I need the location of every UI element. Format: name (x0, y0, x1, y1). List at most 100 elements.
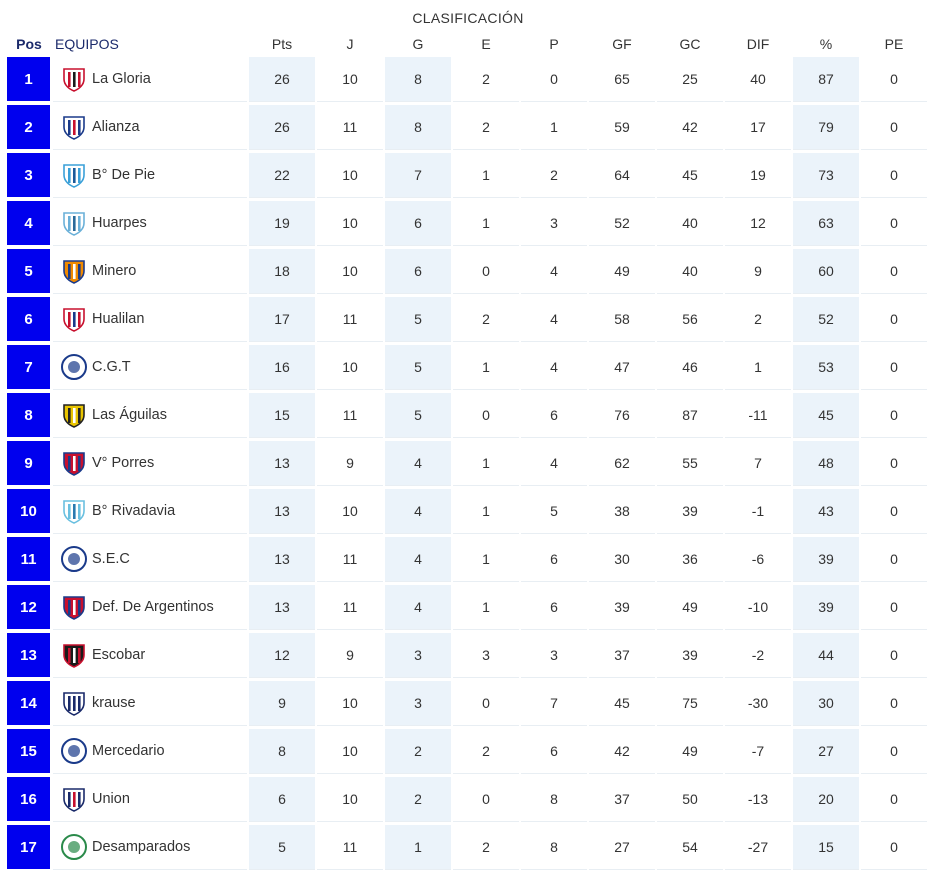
stat-pe: 0 (861, 297, 927, 342)
stat-dif: -11 (725, 393, 791, 438)
team-cell[interactable]: V° Porres (53, 441, 247, 486)
table-row[interactable]: 12 Def. De Argentinos 13 11 4 1 6 39 49 -10 39 0 (0, 585, 936, 630)
stat-gc: 45 (657, 153, 723, 198)
stat-g: 4 (385, 585, 451, 630)
team-cell[interactable]: Escobar (53, 633, 247, 678)
table-row[interactable]: 17 Desamparados 5 11 1 2 8 27 54 -27 15 0 (0, 825, 936, 870)
team-name[interactable]: V° Porres (92, 455, 155, 471)
table-row[interactable]: 3 B° De Pie 22 10 7 1 2 64 45 19 73 0 (0, 153, 936, 198)
stat-p: 1 (521, 105, 587, 150)
team-cell[interactable]: Huarpes (53, 201, 247, 246)
stat-pts: 13 (249, 489, 315, 534)
header-col-g[interactable]: G (412, 36, 424, 52)
header-col-dif[interactable]: DIF (746, 36, 770, 52)
team-name[interactable]: La Gloria (92, 71, 151, 87)
table-row[interactable]: 11 S.E.C 13 11 4 1 6 30 36 -6 39 0 (0, 537, 936, 582)
header-col-gc[interactable]: GC (679, 36, 701, 52)
stat-dif: -13 (725, 777, 791, 822)
team-name[interactable]: Alianza (92, 119, 140, 135)
header-col-j[interactable]: J (346, 36, 354, 52)
table-row[interactable]: 4 Huarpes 19 10 6 1 3 52 40 12 63 0 (0, 201, 936, 246)
team-name[interactable]: C.G.T (92, 359, 131, 375)
team-cell[interactable]: La Gloria (53, 57, 247, 102)
header-col-p[interactable]: P (549, 36, 559, 52)
team-name[interactable]: Mercedario (92, 743, 165, 759)
header-equipos[interactable]: EQUIPOS (55, 36, 119, 52)
team-cell[interactable]: C.G.T (53, 345, 247, 390)
huarpes-crest-icon (61, 210, 87, 236)
header-col-pct[interactable]: % (819, 36, 833, 52)
team-name[interactable]: Minero (92, 263, 137, 279)
team-cell[interactable]: Desamparados (53, 825, 247, 870)
team-name[interactable]: Desamparados (92, 839, 191, 855)
table-row[interactable]: 7 C.G.T 16 10 5 1 4 47 46 1 53 0 (0, 345, 936, 390)
position-badge: 17 (7, 825, 50, 869)
team-cell[interactable]: S.E.C (53, 537, 247, 582)
stat-pts: 12 (249, 633, 315, 678)
position-badge: 14 (7, 681, 50, 725)
stat-p: 5 (521, 489, 587, 534)
team-cell[interactable]: Alianza (53, 105, 247, 150)
table-row[interactable]: 9 V° Porres 13 9 4 1 4 62 55 7 48 0 (0, 441, 936, 486)
team-cell[interactable]: B° Rivadavia (53, 489, 247, 534)
table-row[interactable]: 13 Escobar 12 9 3 3 3 37 39 -2 44 0 (0, 633, 936, 678)
stat-gf: 27 (589, 825, 655, 870)
team-cell[interactable]: Def. De Argentinos (53, 585, 247, 630)
team-name[interactable]: Union (92, 791, 130, 807)
team-cell[interactable]: Hualilan (53, 297, 247, 342)
stat-dif: -30 (725, 681, 791, 726)
stat-pe: 0 (861, 153, 927, 198)
stat-g: 3 (385, 633, 451, 678)
table-row[interactable]: 14 krause 9 10 3 0 7 45 75 -30 30 0 (0, 681, 936, 726)
stat-gf: 47 (589, 345, 655, 390)
stat-p: 4 (521, 345, 587, 390)
position-badge: 10 (7, 489, 50, 533)
header-pos[interactable]: Pos (16, 36, 42, 52)
barrio-de-pie-crest-icon (61, 162, 87, 188)
team-name[interactable]: Huarpes (92, 215, 147, 231)
stat-e: 1 (453, 441, 519, 486)
table-row[interactable]: 10 B° Rivadavia 13 10 4 1 5 38 39 -1 43 0 (0, 489, 936, 534)
stat-pct: 73 (793, 153, 859, 198)
stat-pe: 0 (861, 777, 927, 822)
stat-j: 10 (317, 345, 383, 390)
team-name[interactable]: S.E.C (92, 551, 130, 567)
table-row[interactable]: 5 Minero 18 10 6 0 4 49 40 9 60 0 (0, 249, 936, 294)
team-name[interactable]: Hualilan (92, 311, 145, 327)
team-cell[interactable]: B° De Pie (53, 153, 247, 198)
team-cell[interactable]: Mercedario (53, 729, 247, 774)
header-col-gf[interactable]: GF (612, 36, 632, 52)
stat-pct: 27 (793, 729, 859, 774)
team-name[interactable]: Escobar (92, 647, 146, 663)
table-row[interactable]: 1 La Gloria 26 10 8 2 0 65 25 40 87 0 (0, 57, 936, 102)
position-badge: 5 (7, 249, 50, 293)
team-cell[interactable]: Union (53, 777, 247, 822)
table-row[interactable]: 8 Las Águilas 15 11 5 0 6 76 87 -11 45 0 (0, 393, 936, 438)
stat-gf: 65 (589, 57, 655, 102)
stat-pct: 43 (793, 489, 859, 534)
stat-gc: 55 (657, 441, 723, 486)
team-cell[interactable]: Las Águilas (53, 393, 247, 438)
sec-crest-icon (61, 546, 87, 572)
header-col-pts[interactable]: Pts (271, 36, 293, 52)
stat-g: 1 (385, 825, 451, 870)
table-row[interactable]: 2 Alianza 26 11 8 2 1 59 42 17 79 0 (0, 105, 936, 150)
stat-pts: 5 (249, 825, 315, 870)
team-name[interactable]: Las Águilas (92, 407, 167, 423)
stat-pct: 15 (793, 825, 859, 870)
table-row[interactable]: 16 Union 6 10 2 0 8 37 50 -13 20 0 (0, 777, 936, 822)
team-name[interactable]: B° De Pie (92, 167, 156, 183)
stat-dif: -10 (725, 585, 791, 630)
team-name[interactable]: krause (92, 695, 136, 711)
team-cell[interactable]: krause (53, 681, 247, 726)
stat-gf: 42 (589, 729, 655, 774)
table-row[interactable]: 6 Hualilan 17 11 5 2 4 58 56 2 52 0 (0, 297, 936, 342)
position-badge: 6 (7, 297, 50, 341)
header-col-pe[interactable]: PE (884, 36, 904, 52)
header-col-e[interactable]: E (481, 36, 491, 52)
team-name[interactable]: Def. De Argentinos (92, 599, 214, 615)
table-row[interactable]: 15 Mercedario 8 10 2 2 6 42 49 -7 27 0 (0, 729, 936, 774)
team-name[interactable]: B° Rivadavia (92, 503, 176, 519)
team-cell[interactable]: Minero (53, 249, 247, 294)
stat-e: 1 (453, 537, 519, 582)
